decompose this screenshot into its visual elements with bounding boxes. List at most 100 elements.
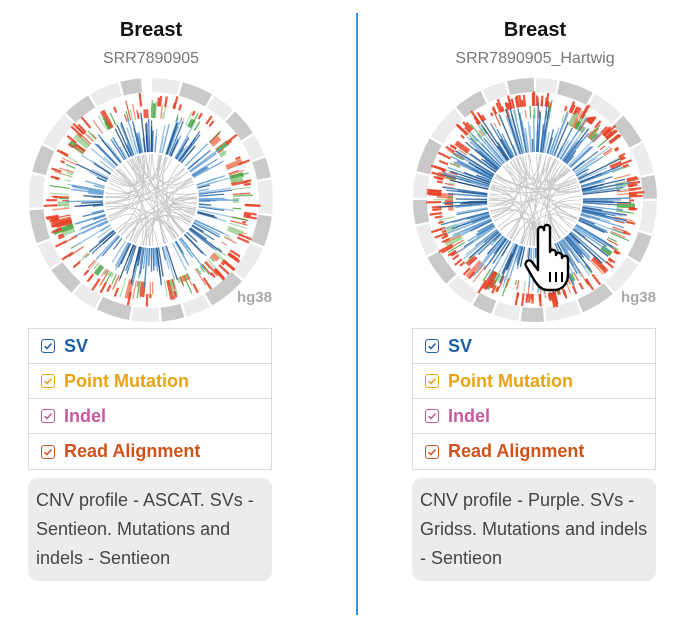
checkbox-read-alignment[interactable] — [425, 444, 439, 459]
legend-item-sv[interactable]: SV — [413, 329, 655, 364]
sv-mark — [116, 124, 132, 157]
checkbox-sv[interactable] — [425, 339, 439, 353]
cnv-mark — [610, 230, 626, 238]
sv-link — [116, 169, 174, 241]
sv-mark — [582, 197, 631, 200]
mutation-mark — [164, 96, 168, 108]
sv-mark — [198, 206, 225, 212]
sv-mark — [184, 143, 209, 167]
cnv-mark — [228, 169, 245, 176]
sv-mark — [119, 146, 128, 159]
checkbox-point-mutation[interactable] — [41, 374, 55, 388]
mutation-mark — [571, 285, 578, 295]
legend-item-indel[interactable]: Indel — [413, 399, 655, 434]
legend-item-sv[interactable]: SV — [29, 329, 271, 364]
sv-mark — [99, 160, 114, 172]
sv-mark — [93, 184, 105, 189]
cnv-mark — [481, 269, 497, 291]
cnv-mark — [516, 280, 520, 289]
mutation-mark — [514, 96, 519, 108]
cnv-mark — [458, 149, 467, 156]
checkbox-sv[interactable] — [41, 339, 55, 353]
sv-mark — [513, 109, 525, 154]
cnv-mark — [61, 173, 73, 178]
cnv-mark — [492, 273, 500, 288]
sv-mark — [65, 200, 104, 203]
sv-mark — [566, 235, 591, 262]
sv-link — [495, 155, 528, 185]
cnv-mark — [125, 100, 132, 121]
cnv-mark — [75, 146, 85, 154]
cnv-mark — [84, 253, 90, 259]
chromosome-segment — [588, 93, 622, 124]
sv-mark — [541, 106, 550, 153]
sv-link — [105, 183, 195, 211]
checkbox-point-mutation[interactable] — [425, 374, 439, 388]
checkbox-indel[interactable] — [41, 409, 55, 423]
cnv-mark — [567, 111, 579, 127]
mutation-mark — [213, 268, 225, 281]
mutation-mark — [243, 215, 257, 220]
cnv-mark — [77, 150, 84, 155]
checkbox-read-alignment[interactable] — [41, 444, 55, 459]
cnv-mark — [61, 227, 76, 237]
sv-mark — [178, 238, 194, 258]
mutation-mark — [222, 259, 236, 272]
legend-item-point-mutation[interactable]: Point Mutation — [29, 364, 271, 399]
cnv-mark — [68, 246, 84, 258]
mutation-mark — [208, 120, 215, 128]
cnv-mark — [465, 260, 483, 279]
sv-mark — [88, 189, 104, 194]
sv-mark — [498, 148, 508, 162]
sv-mark — [128, 244, 135, 257]
cnv-mark — [232, 207, 242, 210]
sv-mark — [577, 172, 588, 179]
sv-mark — [564, 132, 589, 163]
legend-item-indel[interactable]: Indel — [29, 399, 271, 434]
sv-mark — [191, 166, 208, 177]
legend-item-read-alignment[interactable]: Read Alignment — [413, 434, 655, 469]
checkbox-indel[interactable] — [425, 409, 439, 423]
chromosome-segment — [233, 242, 263, 280]
sv-mark — [477, 124, 507, 163]
legend-item-point-mutation[interactable]: Point Mutation — [413, 364, 655, 399]
mutation-mark — [522, 94, 527, 107]
cnv-mark — [87, 134, 95, 142]
sv-mark — [527, 247, 531, 260]
sv-mark — [582, 206, 603, 211]
mutation-mark — [507, 102, 512, 110]
mutation-mark — [588, 116, 594, 124]
sv-mark — [505, 108, 521, 155]
sv-link — [489, 190, 581, 208]
sv-mark — [477, 222, 494, 233]
cnv-mark — [166, 279, 176, 301]
sv-mark — [546, 129, 555, 154]
cnv-mark — [193, 121, 201, 131]
mutation-mark — [80, 116, 92, 129]
cnv-mark — [505, 277, 510, 288]
sv-mark — [163, 245, 176, 280]
circos-plot[interactable]: hg38 — [26, 75, 276, 325]
circos-plot[interactable]: hg38 — [410, 75, 660, 325]
sv-mark — [450, 155, 493, 179]
cnv-mark — [61, 219, 72, 224]
mutation-mark — [557, 290, 561, 295]
mutation-mark — [495, 286, 500, 293]
sv-link — [550, 212, 578, 239]
sv-mark — [559, 240, 583, 278]
mutation-mark — [500, 106, 505, 112]
sv-mark — [175, 137, 190, 160]
cnv-mark — [101, 114, 111, 130]
mutation-mark — [45, 214, 59, 219]
mutation-mark — [550, 292, 556, 308]
cnv-mark — [603, 150, 612, 157]
sv-mark — [450, 219, 492, 239]
mutation-mark — [61, 251, 74, 261]
sv-mark — [550, 111, 569, 156]
cnv-mark — [82, 252, 89, 258]
legend-item-read-alignment[interactable]: Read Alignment — [29, 434, 271, 469]
sv-mark — [579, 172, 603, 183]
cnv-mark — [179, 275, 186, 283]
sv-mark — [175, 240, 184, 253]
cnv-mark — [600, 245, 613, 257]
